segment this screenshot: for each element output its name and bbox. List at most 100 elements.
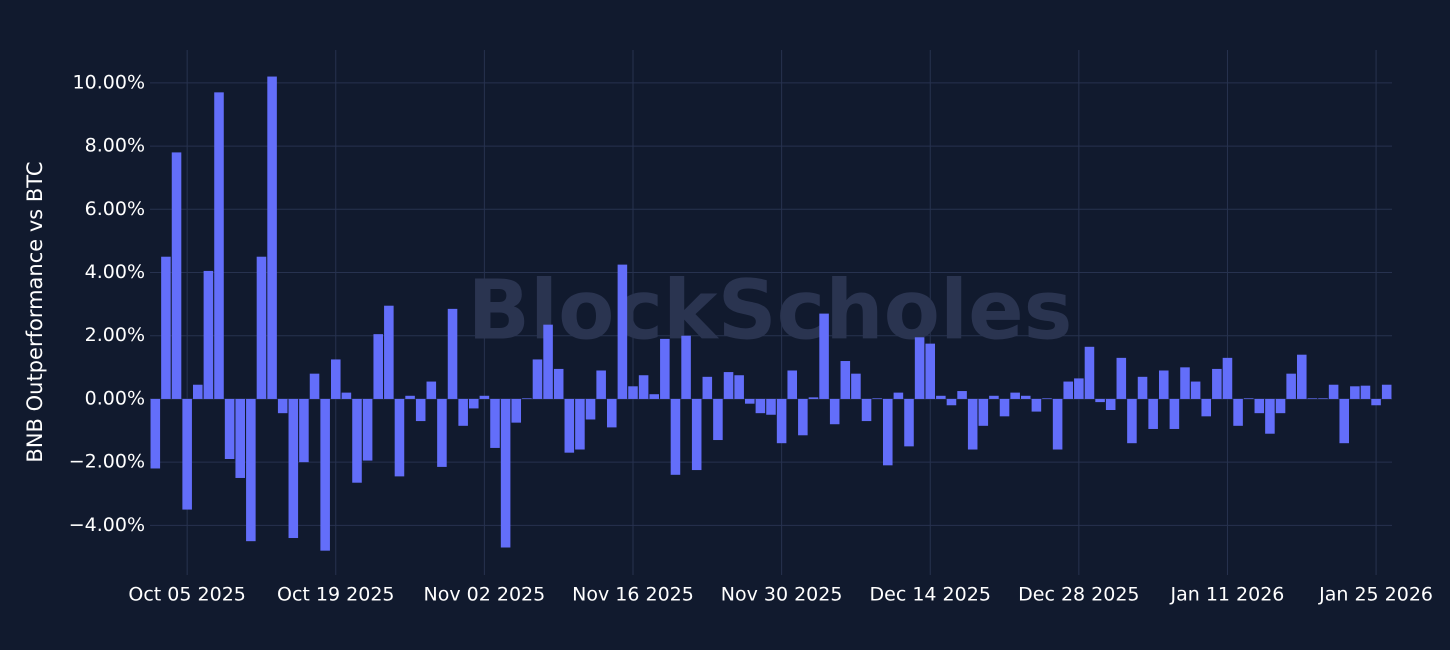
bar [1381,384,1392,399]
bar [341,392,352,399]
label-layer: −4.00% −2.00% 0.00% 2.00% 4.00% 6.00% 8.00% 10.… [69,71,1433,605]
bar [1137,376,1148,399]
bar [1190,381,1201,399]
bar [702,376,713,399]
bar [405,395,415,399]
bar [989,395,999,399]
x-tick-label: Nov 02 2025 [424,584,546,606]
bar [1275,398,1286,414]
x-tick-label: Dec 28 2025 [1018,584,1139,606]
bar [819,313,829,399]
bar [1074,378,1084,399]
bar [660,338,670,399]
bar [829,398,840,425]
bar [490,398,500,448]
bar [330,359,341,399]
x-tick-label: Oct 05 2025 [128,584,245,606]
bar [437,398,447,467]
bar [606,398,617,428]
bar [904,398,914,447]
bar [1063,381,1074,399]
bar [214,92,224,399]
bar [840,361,851,399]
bar [681,335,691,399]
bar [161,256,171,399]
bar [1360,385,1371,399]
bar [1371,398,1381,406]
bar-layer [150,76,1392,551]
y-tick-label: 6.00% [85,198,145,220]
bar [978,398,989,426]
bar [256,256,267,399]
y-tick-label: 10.00% [73,71,145,93]
bar [171,152,182,399]
bar [967,398,978,450]
bar [670,398,681,475]
bar [1180,367,1190,399]
bar [246,398,256,542]
bar [596,370,606,399]
bar [1020,395,1031,399]
bar [1127,398,1137,444]
bar [1158,370,1169,399]
bar [1212,368,1222,399]
bar [203,270,214,399]
bar [999,398,1010,417]
watermark: BlockScholes [468,263,1073,358]
bar [384,305,394,399]
bar [787,370,798,399]
bar [617,264,628,399]
bar [1328,384,1339,399]
y-tick-label: 4.00% [85,261,145,283]
bar [1148,398,1158,429]
bar [1339,398,1350,444]
x-tick-label: Oct 19 2025 [277,584,394,606]
bar [415,398,426,422]
bar [235,398,246,478]
bar [320,398,330,551]
bar [1233,398,1243,426]
bar [1084,346,1095,399]
bar [914,337,925,399]
bar [288,398,299,539]
bar [882,398,893,466]
bar [1286,373,1296,399]
y-tick-label: 0.00% [85,387,145,409]
bar [479,395,490,399]
bar [447,308,458,399]
bar [798,398,808,436]
bar [543,324,553,399]
bar [1052,398,1063,450]
bar [1265,398,1275,434]
bar [299,398,309,463]
bar [1350,386,1360,399]
x-tick-label: Dec 14 2025 [870,584,991,606]
bar [352,398,362,483]
bar [277,398,288,414]
bar [1010,392,1020,399]
x-tick-label: Jan 11 2026 [1170,584,1285,606]
bar [851,373,861,399]
bar [585,398,596,420]
bar [1169,398,1180,429]
bar [925,343,936,399]
bar [1222,357,1233,399]
bar [150,398,161,469]
x-tick-label: Nov 30 2025 [721,584,843,606]
bar [224,398,235,460]
bar [893,392,904,399]
bar [1116,357,1127,399]
x-tick-label: Nov 16 2025 [572,584,694,606]
y-axis-title: BNB Outperformance vs BTC [23,161,47,462]
bar [1201,398,1212,417]
bar [872,398,882,399]
bar [691,398,702,471]
bar [723,372,734,399]
bar [426,381,437,399]
bar [500,398,511,548]
bar [1105,398,1116,411]
bar [309,373,320,399]
bar [575,398,585,450]
bar [1042,398,1052,399]
